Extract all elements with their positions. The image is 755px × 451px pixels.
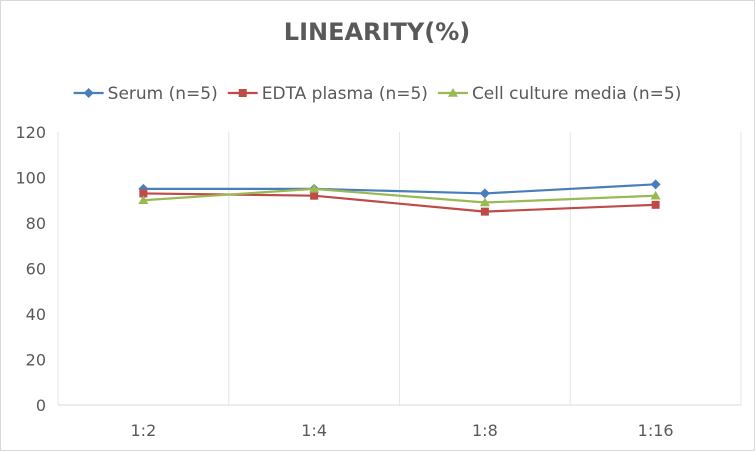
y-tick-label: 100 (15, 169, 46, 188)
legend-label: EDTA plasma (n=5) (262, 84, 428, 104)
x-tick-label: 1:2 (131, 421, 157, 440)
data-point-square (139, 189, 148, 198)
legend-item: Cell culture media (n=5) (437, 84, 681, 104)
data-point-square (310, 191, 319, 200)
series-line (143, 183, 656, 195)
grid-lines (57, 132, 742, 406)
x-axis-tick-labels: 1:2 1:4 1:8 1:16 (131, 421, 674, 440)
y-tick-label: 80 (26, 214, 46, 233)
chart-title: LINEARITY(%) (284, 18, 470, 46)
series-layer (138, 179, 661, 216)
y-tick-label: 20 (26, 351, 46, 370)
data-point-triangle (138, 195, 149, 204)
legend-triangle-marker (447, 88, 458, 97)
y-tick-label: 0 (36, 396, 46, 415)
legend-item: EDTA plasma (n=5) (227, 84, 428, 104)
series-line (143, 187, 656, 204)
legend-item: Serum (n=5) (73, 84, 218, 104)
y-tick-label: 40 (26, 305, 46, 324)
legend-diamond-marker (83, 88, 94, 98)
legend: Serum (n=5) EDTA plasma (n=5) Cell culture… (73, 84, 681, 104)
x-tick-label: 1:4 (301, 421, 327, 440)
legend-label: Serum (n=5) (108, 84, 218, 104)
data-point-triangle (479, 197, 490, 207)
y-axis-tick-labels: 0 20 40 60 80 100 120 (15, 123, 46, 415)
x-tick-label: 1:16 (638, 421, 674, 440)
data-point-triangle (650, 190, 661, 200)
y-tick-label: 120 (15, 123, 46, 142)
data-point-diamond (650, 179, 661, 190)
y-tick-label: 60 (26, 260, 46, 279)
data-point-triangle (309, 183, 320, 193)
legend-label: Cell culture media (n=5) (472, 84, 681, 104)
data-point-square (480, 207, 489, 216)
data-point-diamond (479, 188, 490, 199)
data-point-square (651, 200, 660, 209)
x-tick-label: 1:8 (472, 421, 498, 440)
legend-square-marker (238, 89, 247, 97)
series-3 (138, 183, 661, 207)
